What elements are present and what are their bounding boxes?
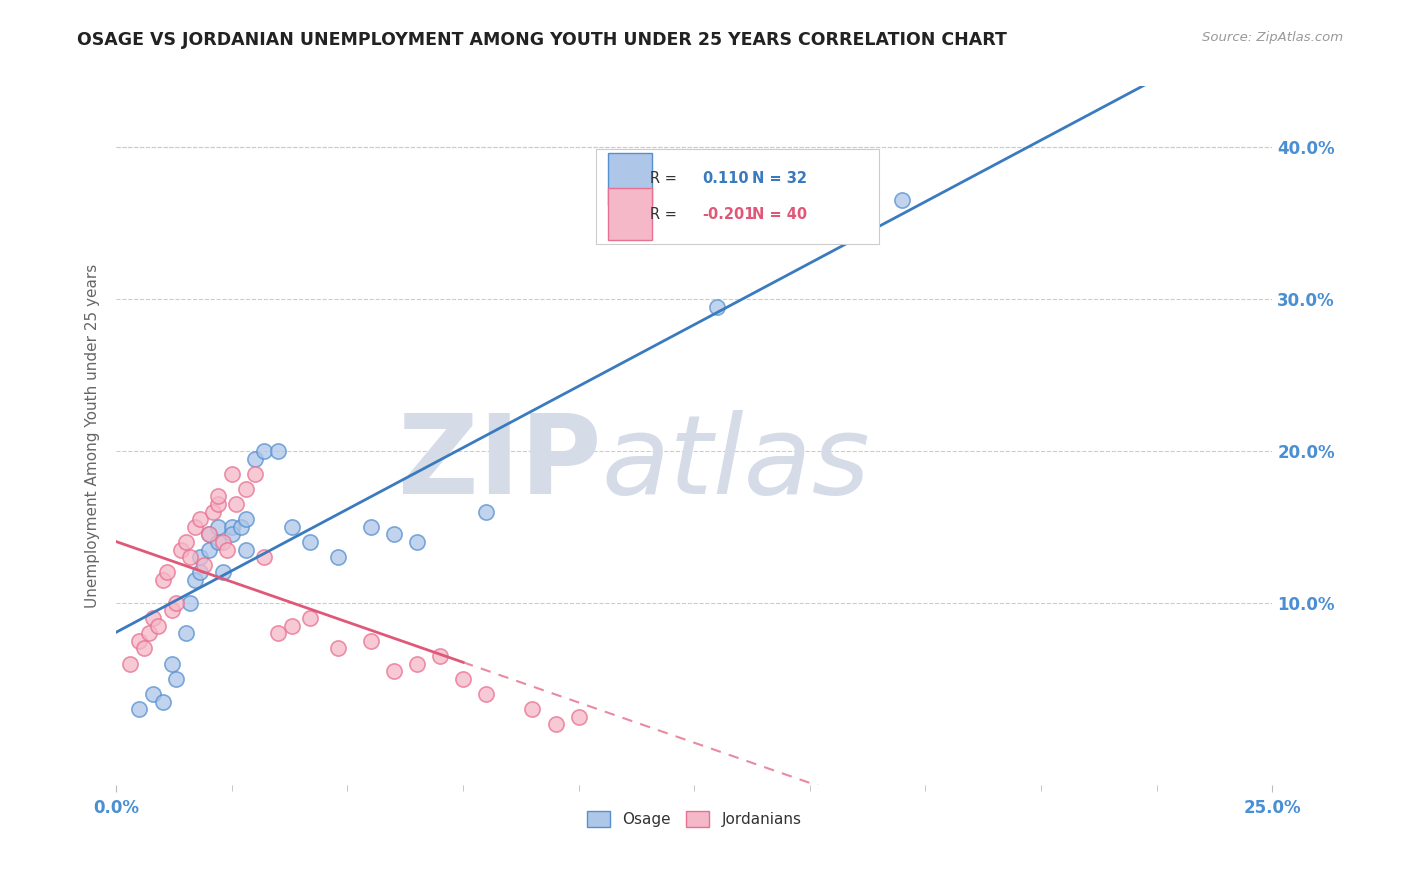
Point — [243, 467, 266, 481]
Text: ZIP: ZIP — [398, 410, 602, 517]
Point — [165, 596, 187, 610]
Point — [221, 520, 243, 534]
Point — [544, 717, 567, 731]
Text: Source: ZipAtlas.com: Source: ZipAtlas.com — [1202, 31, 1343, 45]
Y-axis label: Unemployment Among Youth under 25 years: Unemployment Among Youth under 25 years — [86, 264, 100, 607]
Point — [253, 444, 276, 458]
Point — [267, 444, 290, 458]
FancyBboxPatch shape — [596, 149, 879, 244]
Point — [211, 566, 233, 580]
Point — [179, 550, 201, 565]
Point — [568, 710, 591, 724]
Point — [382, 664, 405, 678]
Point — [221, 527, 243, 541]
Point — [429, 648, 451, 663]
Point — [197, 527, 219, 541]
Point — [152, 573, 174, 587]
Point — [221, 467, 243, 481]
Point — [188, 550, 211, 565]
Point — [184, 520, 207, 534]
Point — [165, 672, 187, 686]
Point — [188, 512, 211, 526]
Point — [146, 618, 169, 632]
Text: 0.110: 0.110 — [703, 171, 749, 186]
Point — [299, 611, 322, 625]
Point — [328, 641, 350, 656]
Point — [405, 535, 427, 549]
Point — [184, 573, 207, 587]
Point — [217, 542, 239, 557]
Point — [197, 542, 219, 557]
Point — [197, 527, 219, 541]
Point — [382, 527, 405, 541]
Legend: Osage, Jordanians: Osage, Jordanians — [581, 805, 807, 833]
Point — [138, 626, 160, 640]
Point — [170, 542, 193, 557]
Text: -0.201: -0.201 — [703, 207, 755, 221]
Point — [207, 490, 229, 504]
Point — [235, 512, 257, 526]
Text: R =: R = — [651, 207, 682, 221]
Point — [235, 482, 257, 496]
Point — [706, 300, 728, 314]
Point — [207, 497, 229, 511]
Point — [132, 641, 155, 656]
FancyBboxPatch shape — [607, 188, 651, 240]
Point — [281, 520, 304, 534]
Point — [160, 657, 183, 671]
Text: N = 40: N = 40 — [752, 207, 807, 221]
Point — [360, 520, 382, 534]
Point — [193, 558, 215, 572]
Point — [142, 687, 165, 701]
Point — [207, 520, 229, 534]
Text: N = 32: N = 32 — [752, 171, 807, 186]
Point — [211, 535, 233, 549]
Point — [522, 702, 544, 716]
Point — [253, 550, 276, 565]
Point — [207, 535, 229, 549]
Point — [202, 505, 225, 519]
Point — [179, 596, 201, 610]
Point — [328, 550, 350, 565]
Text: atlas: atlas — [602, 410, 870, 517]
Point — [152, 694, 174, 708]
Point — [174, 626, 197, 640]
Point — [360, 633, 382, 648]
Point — [160, 603, 183, 617]
Point — [299, 535, 322, 549]
Point — [156, 566, 179, 580]
FancyBboxPatch shape — [607, 153, 651, 205]
Text: R =: R = — [651, 171, 682, 186]
Point — [235, 542, 257, 557]
Point — [120, 657, 142, 671]
Point — [451, 672, 474, 686]
Point — [281, 618, 304, 632]
Point — [128, 633, 150, 648]
Point — [243, 451, 266, 466]
Point — [225, 497, 247, 511]
Text: OSAGE VS JORDANIAN UNEMPLOYMENT AMONG YOUTH UNDER 25 YEARS CORRELATION CHART: OSAGE VS JORDANIAN UNEMPLOYMENT AMONG YO… — [77, 31, 1007, 49]
Point — [128, 702, 150, 716]
Point — [405, 657, 427, 671]
Point — [475, 505, 498, 519]
Point — [475, 687, 498, 701]
Point — [188, 566, 211, 580]
Point — [142, 611, 165, 625]
Point — [267, 626, 290, 640]
Point — [174, 535, 197, 549]
Point — [891, 194, 914, 208]
Point — [229, 520, 252, 534]
